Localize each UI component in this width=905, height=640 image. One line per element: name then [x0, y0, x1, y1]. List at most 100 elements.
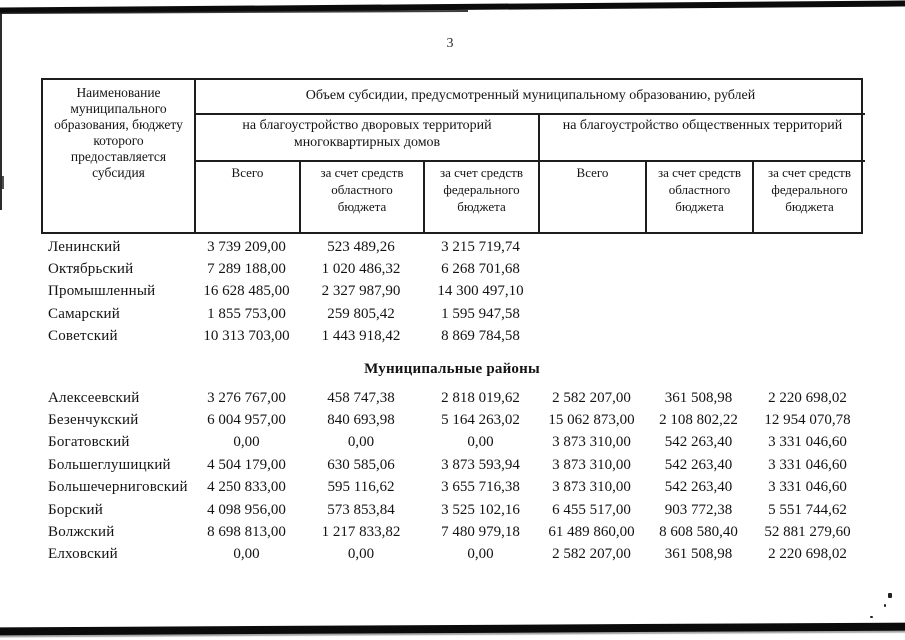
scan-artifact-left-tick — [1, 176, 4, 189]
amount-cell: 0,00 — [233, 546, 260, 563]
header-regional-public: за счет средств областного бюджета — [647, 162, 754, 232]
page-number: 3 — [446, 36, 454, 51]
amount-cell: 8 869 784,58 — [441, 328, 520, 345]
scan-artifact-speck — [870, 616, 873, 618]
amount-cell: 1 855 753,00 — [207, 305, 286, 322]
amount-cell: 10 313 703,00 — [203, 328, 290, 345]
amount-cell: 1 020 486,32 — [321, 261, 401, 278]
amount-cell: 2 582 207,00 — [552, 546, 631, 563]
amount-cell: 259 805,42 — [327, 305, 395, 322]
amount-cell: 5 551 744,62 — [768, 501, 847, 518]
amount-cell: 52 881 279,60 — [764, 523, 851, 540]
amount-cell: 5 164 263,02 — [441, 412, 520, 429]
amount-cell: 0,00 — [233, 434, 260, 451]
scan-artifact-left-line — [0, 12, 2, 210]
amount-cell: 3 873 310,00 — [552, 434, 631, 451]
municipality-name: Промышленный — [48, 283, 156, 300]
header-federal-public: за счет средств федерального бюджета — [768, 165, 851, 214]
amount-cell: 3 873 310,00 — [552, 479, 631, 496]
amount-cell: 0,00 — [347, 434, 375, 451]
amount-cell: 4 250 833,00 — [207, 479, 286, 496]
section-title: Муниципальные районы — [364, 360, 540, 377]
amount-cell: 3 655 716,38 — [441, 479, 520, 496]
municipality-name: Борский — [48, 501, 104, 518]
amount-cell: 8 608 580,40 — [659, 523, 738, 540]
municipality-name: Ленинский — [48, 238, 121, 255]
amount-cell: 0,00 — [467, 434, 494, 451]
amount-cell: 903 772,38 — [664, 501, 733, 518]
amount-cell: 523 489,26 — [327, 238, 395, 255]
table-row: Борский 4 098 956,00 573 853,84 3 525 102,1… — [41, 499, 863, 521]
table-row: Безенчукский 6 004 957,00 840 693,98 5 164 … — [41, 409, 863, 431]
amount-cell: 16 628 485,00 — [203, 283, 290, 300]
header-federal-courtyards: за счет средств федерального бюджета — [425, 162, 540, 232]
amount-cell: 3 331 046,60 — [768, 456, 847, 473]
amount-cell: 7 480 979,18 — [441, 523, 520, 540]
scan-artifact-speck — [888, 593, 892, 598]
header-group-public-areas: на благоустройство общественных территор… — [540, 115, 865, 162]
table-row: Большечерниговский 4 250 833,00 595 116,62… — [41, 477, 863, 499]
amount-cell: 542 263,40 — [664, 434, 733, 451]
amount-cell: 3 276 767,00 — [207, 389, 286, 406]
header-group-courtyard-areas: на благоустройство дворовых территорий м… — [196, 115, 540, 162]
amount-cell: 3 331 046,60 — [768, 479, 847, 496]
amount-cell: 8 698 813,00 — [207, 523, 286, 540]
header-municipality-name: Наименование муниципального образования,… — [43, 80, 196, 232]
amount-cell: 3 873 310,00 — [552, 456, 631, 473]
header-total-public: Всего — [540, 162, 647, 232]
amount-cell: 6 455 517,00 — [552, 501, 631, 518]
municipality-name: Елховский — [48, 546, 118, 563]
amount-cell: 61 489 860,00 — [548, 523, 635, 540]
amount-cell: 0,00 — [467, 546, 494, 563]
amount-cell: 458 747,38 — [327, 389, 395, 406]
header-total-courtyards: Всего — [196, 162, 301, 232]
amount-cell: 1 443 918,42 — [321, 328, 401, 345]
table-row: Большеглушицкий 4 504 179,00 630 585,06 3 8… — [41, 454, 863, 476]
municipality-name: Безенчукский — [48, 412, 139, 429]
municipality-name: Алексеевский — [48, 389, 140, 406]
table-row: Богатовский 0,00 0,00 0,00 3 873 310,00 542 2… — [41, 432, 863, 454]
amount-cell: 15 062 873,00 — [548, 412, 635, 429]
amount-cell: 840 693,98 — [327, 412, 395, 429]
municipality-name: Октябрьский — [48, 261, 134, 278]
amount-cell: 3 331 046,60 — [768, 434, 847, 451]
table-row: Волжский 8 698 813,00 1 217 833,82 7 480 97… — [41, 521, 863, 543]
scan-artifact-speck — [884, 604, 886, 607]
amount-cell: 2 220 698,02 — [768, 546, 847, 563]
amount-cell: 4 504 179,00 — [207, 456, 286, 473]
amount-cell: 2 327 987,90 — [321, 283, 401, 300]
municipality-name: Самарский — [48, 305, 121, 322]
amount-cell: 361 508,98 — [664, 546, 733, 563]
amount-cell: 3 215 719,74 — [441, 238, 520, 255]
table-body: Ленинский 3 739 209,00 523 489,26 3 215 719… — [41, 236, 863, 566]
amount-cell: 3 739 209,00 — [207, 238, 286, 255]
amount-cell: 2 818 019,62 — [441, 389, 520, 406]
amount-cell: 6 268 701,68 — [441, 261, 520, 278]
amount-cell: 1 217 833,82 — [321, 523, 401, 540]
amount-cell: 12 954 070,78 — [764, 412, 851, 429]
municipality-name: Большечерниговский — [48, 479, 188, 496]
scan-artifact-bottom-bar — [0, 622, 905, 636]
municipality-name: Волжский — [48, 523, 115, 540]
amount-cell: 4 098 956,00 — [207, 501, 286, 518]
municipality-name: Советский — [48, 328, 118, 345]
amount-cell: 7 289 188,00 — [207, 261, 286, 278]
municipality-name: Большеглушицкий — [48, 456, 171, 473]
header-subsidy-volume: Объем субсидии, предусмотренный муниципа… — [196, 80, 865, 115]
header-regional-courtyards: за счет средств областного бюджета — [301, 162, 425, 232]
amount-cell: 2 582 207,00 — [552, 389, 631, 406]
amount-cell: 6 004 957,00 — [207, 412, 286, 429]
amount-cell: 2 220 698,02 — [768, 389, 847, 406]
amount-cell: 14 300 497,10 — [437, 283, 524, 300]
municipality-name: Богатовский — [48, 434, 130, 451]
amount-cell: 3 873 593,94 — [441, 456, 520, 473]
amount-cell: 542 263,40 — [664, 479, 733, 496]
amount-cell: 3 525 102,16 — [441, 501, 520, 518]
table-row: Самарский 1 855 753,00 259 805,42 1 595 947… — [41, 303, 863, 325]
table-row: Ленинский 3 739 209,00 523 489,26 3 215 719… — [41, 236, 863, 258]
amount-cell: 542 263,40 — [664, 456, 733, 473]
amount-cell: 2 108 802,22 — [659, 412, 738, 429]
amount-cell: 573 853,84 — [327, 501, 395, 518]
table-row: Елховский 0,00 0,00 0,00 2 582 207,00 361 508… — [41, 544, 863, 566]
amount-cell: 630 585,06 — [327, 456, 395, 473]
